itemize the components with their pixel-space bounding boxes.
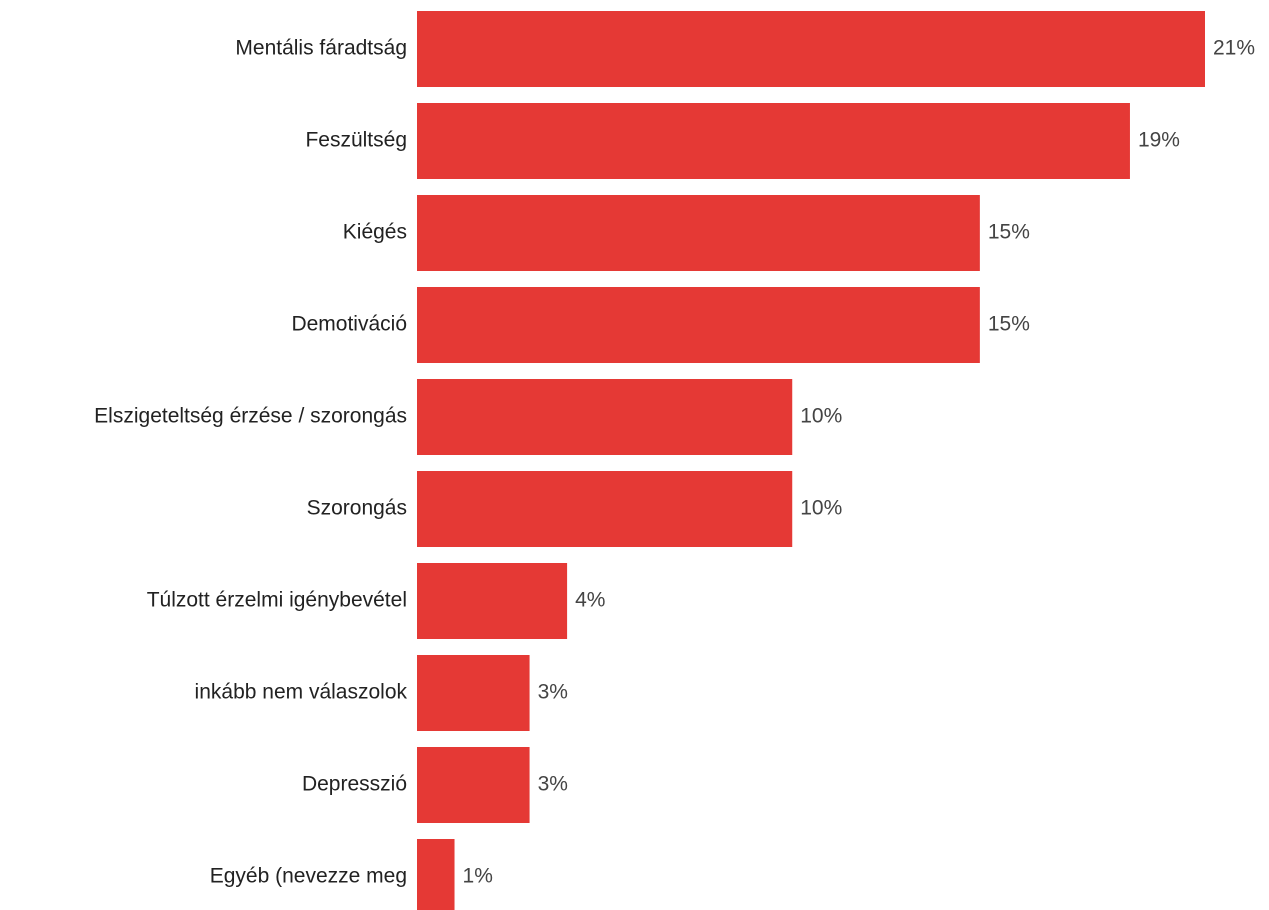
value-label: 10%	[800, 405, 842, 428]
category-label: inkább nem válaszolok	[195, 681, 408, 704]
bar	[417, 563, 568, 639]
value-label: 15%	[988, 313, 1030, 336]
value-label: 3%	[538, 773, 568, 796]
category-label: Mentális fáradtság	[235, 37, 407, 60]
value-label: 1%	[463, 865, 493, 888]
bar	[417, 11, 1205, 87]
category-label: Egyéb (nevezze meg	[210, 865, 407, 888]
category-label: Kiégés	[343, 221, 407, 244]
bar	[417, 471, 793, 547]
category-label: Depresszió	[302, 773, 407, 796]
category-label: Elszigeteltség érzése / szorongás	[94, 405, 407, 428]
bar	[417, 839, 455, 910]
bar	[417, 379, 793, 455]
value-label: 21%	[1213, 37, 1255, 60]
value-label: 19%	[1138, 129, 1180, 152]
bar	[417, 195, 980, 271]
value-label: 15%	[988, 221, 1030, 244]
category-label: Túlzott érzelmi igénybevétel	[147, 589, 407, 612]
value-label: 3%	[538, 681, 568, 704]
value-label: 4%	[575, 589, 605, 612]
bar	[417, 655, 530, 731]
bar	[417, 103, 1130, 179]
value-label: 10%	[800, 497, 842, 520]
category-label: Demotiváció	[291, 313, 407, 336]
category-label: Feszültség	[305, 129, 407, 152]
bar	[417, 287, 980, 363]
category-label: Szorongás	[307, 497, 407, 520]
bar	[417, 747, 530, 823]
